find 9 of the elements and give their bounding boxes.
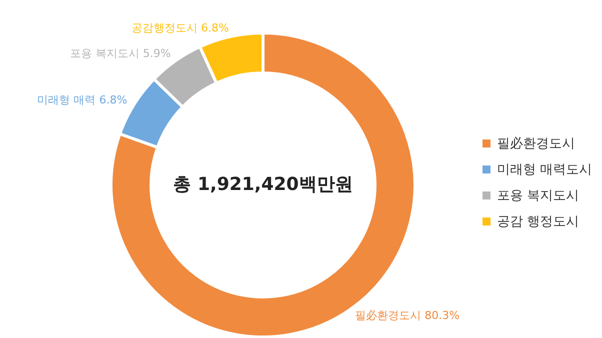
data-label: 공감행정도시 6.8% (132, 22, 230, 35)
data-label: 미래형 매력 6.8% (37, 93, 128, 106)
legend-label: 포용 복지도시 (497, 188, 580, 204)
text: 총 1,921,420백만원 (173, 174, 353, 195)
legend-label: 공감 행정도시 (497, 214, 580, 230)
data-label: 포용 복지도시 5.9% (70, 47, 171, 60)
data-label: 필必환경도시 80.3% (355, 308, 460, 322)
legend-label: 미래형 매력도시 (497, 162, 592, 178)
legend-label: 필必환경도시 (497, 136, 575, 152)
